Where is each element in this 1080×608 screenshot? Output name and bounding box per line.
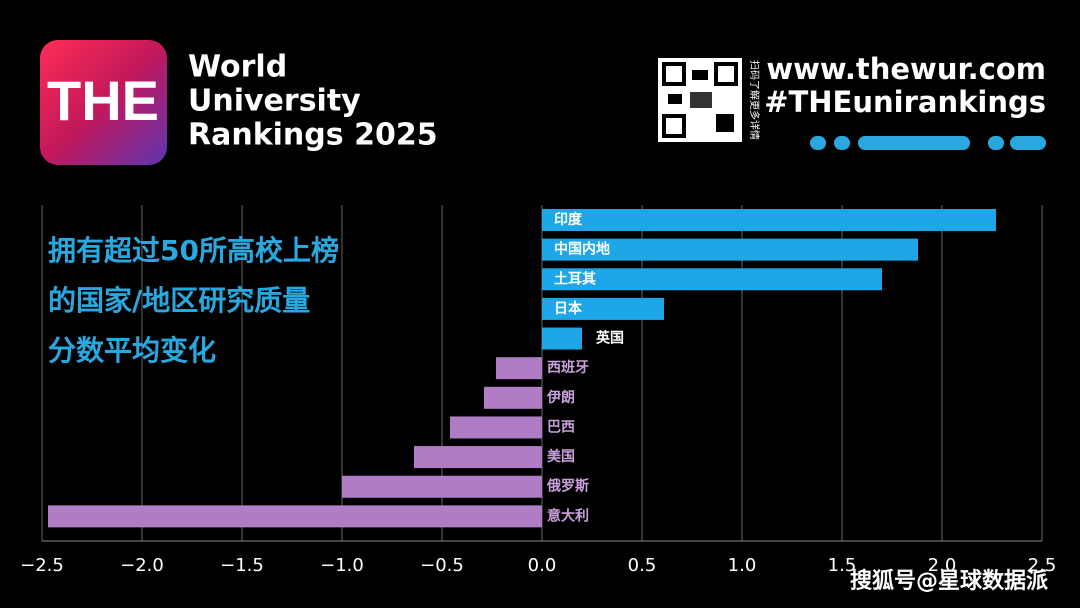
category-label: 西班牙 (547, 359, 589, 376)
category-label: 巴西 (547, 419, 575, 435)
bar (542, 209, 996, 231)
plot: −2.5 −2.0 −1.5 −1.0 −0.5 0.0 0.5 1.0 1.5 2.0 2.5 印度… (20, 205, 1056, 576)
x-tick-label: 0.5 (628, 555, 657, 576)
category-label: 美国 (547, 448, 575, 465)
x-tick-label: 0.0 (528, 555, 557, 576)
x-tick-label: −1.5 (220, 555, 264, 576)
x-tick-label: −2.5 (20, 555, 64, 576)
bar (542, 268, 882, 291)
brand-line: University (188, 84, 361, 119)
logo-text: THE (47, 69, 159, 132)
qr-caption: 扫码了解更多详情 (748, 60, 761, 140)
x-tick-label: 2.0 (928, 555, 957, 576)
bar (484, 386, 542, 409)
brand-line: World (188, 50, 287, 85)
x-tick-label: −1.0 (320, 555, 364, 576)
category-label: 伊朗 (546, 389, 575, 406)
x-tick-label: 2.5 (1028, 555, 1057, 576)
brand-line: Rankings 2025 (188, 118, 438, 153)
category-label: 土耳其 (554, 270, 596, 287)
x-tick-label: 1.5 (828, 555, 857, 576)
category-label: 意大利 (547, 507, 589, 524)
bar (414, 446, 542, 469)
watermark: 搜狐号@星球数据派 (850, 568, 1048, 594)
category-label: 印度 (554, 211, 583, 228)
bar (542, 297, 664, 320)
qr-code (658, 58, 742, 142)
hashtag: #THEunirankings (764, 85, 1046, 119)
category-label: 英国 (595, 330, 624, 347)
bar (342, 475, 542, 498)
website: www.thewur.com (766, 52, 1046, 86)
x-tick-label: 1.0 (728, 555, 757, 576)
x-tick-label: −2.0 (120, 555, 164, 576)
category-label: 俄罗斯 (546, 478, 589, 495)
category-label: 中国内地 (554, 241, 610, 258)
category-label: 日本 (554, 300, 583, 317)
decoration (810, 136, 1046, 150)
bar (450, 416, 542, 439)
bar (496, 357, 542, 380)
x-tick-label: −0.5 (420, 555, 464, 576)
logo-box (40, 40, 167, 165)
bar (542, 327, 582, 350)
chart-title: 分数平均变化 (48, 334, 216, 367)
bar (48, 505, 542, 528)
chart-title: 的国家/地区研究质量 (48, 284, 310, 317)
bar (542, 238, 918, 261)
chart-title: 拥有超过50所高校上榜 (48, 234, 339, 267)
